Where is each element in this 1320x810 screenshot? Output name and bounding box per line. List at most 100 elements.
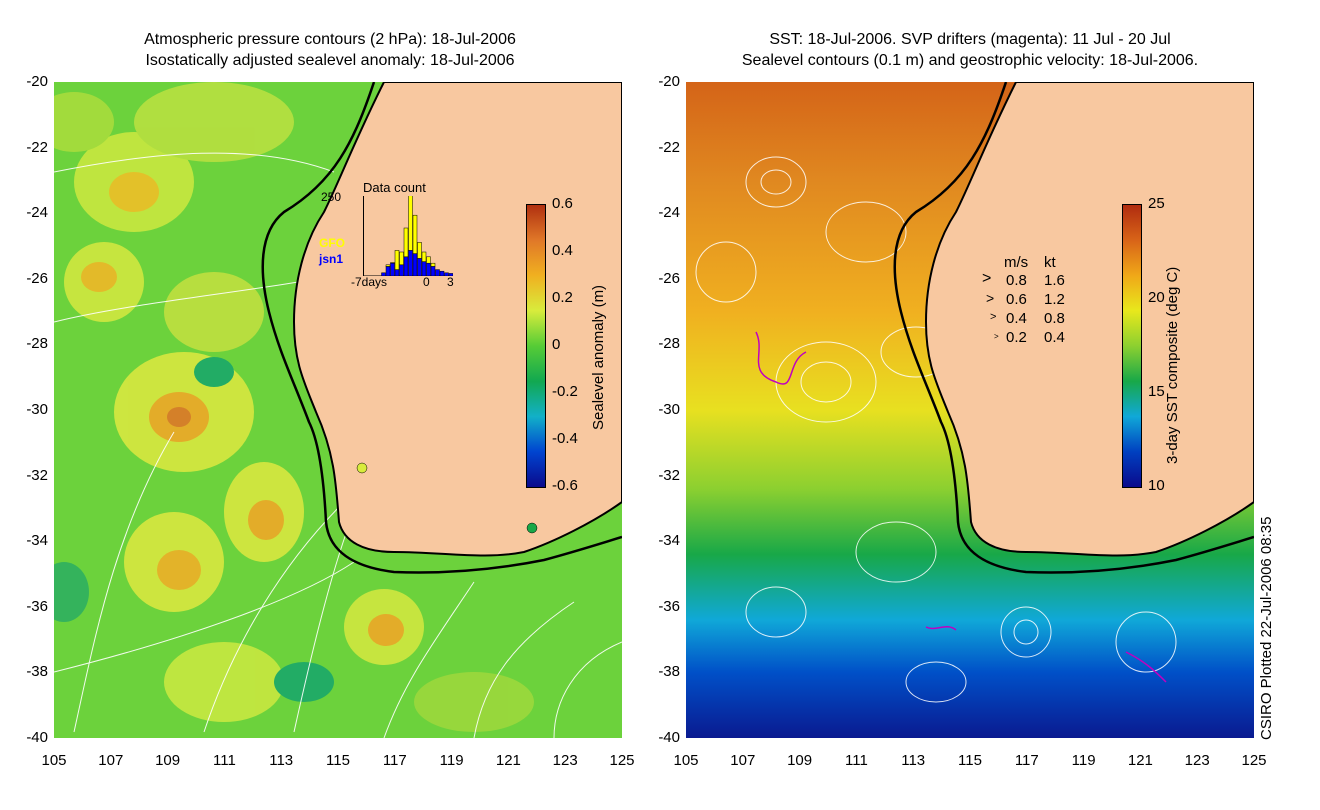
y-tick-label: -24 — [658, 204, 680, 222]
y-tick-label: -24 — [26, 204, 48, 222]
y-tick-label: -38 — [26, 663, 48, 681]
inset-bar-gfo — [403, 227, 409, 258]
inset-bar-jsn1 — [390, 262, 395, 276]
y-tick-label: -40 — [658, 729, 680, 746]
y-tick-label: -22 — [26, 138, 48, 156]
inset-legend-gfo: GFO — [319, 236, 345, 250]
inset-bar-jsn1 — [408, 250, 413, 276]
inset-xlabel-end: 3 — [447, 275, 454, 289]
x-tick-label: 123 — [1184, 752, 1210, 769]
x-tick-label: 125 — [1241, 752, 1267, 769]
y-tick-label: -34 — [26, 532, 48, 550]
colorbar-tick-label: 0.4 — [552, 242, 573, 259]
y-tick-label: -28 — [26, 335, 48, 353]
sst-colorbar — [1122, 204, 1142, 488]
sealevel-colorbar-title: Sealevel anomaly (m) — [590, 284, 607, 430]
velocity-legend-kt: 1.2 — [1044, 291, 1065, 308]
data-count-inset: Data count 250 GFO jsn1 -7days 0 3 — [309, 180, 459, 290]
left-title-line1: Atmospheric pressure contours (2 hPa): 1… — [144, 31, 516, 48]
inset-bar-jsn1 — [417, 258, 422, 276]
x-tick-label: 121 — [1127, 752, 1153, 769]
sealevel-contours — [695, 156, 1177, 703]
inset-title: Data count — [363, 180, 426, 195]
y-tick-label: -40 — [26, 729, 48, 746]
x-tick-label: 109 — [155, 752, 181, 769]
y-tick-label: -32 — [26, 466, 48, 484]
velocity-legend-header-ms: m/s — [1004, 254, 1029, 271]
x-tick-label: 117 — [382, 752, 407, 769]
x-tick-label: 115 — [958, 752, 982, 769]
plot-credit: CSIRO Plotted 22-Jul-2006 08:35 — [1258, 516, 1275, 740]
velocity-legend-ms: 0.6 — [1006, 291, 1027, 308]
inset-bar-gfo — [385, 264, 391, 267]
left-map-panel: Data count 250 GFO jsn1 -7days 0 3 0.6 0.… — [54, 82, 622, 738]
x-tick-label: 105 — [673, 752, 699, 769]
velocity-legend-ms: 0.8 — [1006, 272, 1027, 289]
sst-colorbar-title: 3-day SST composite (deg C) — [1164, 266, 1181, 464]
inset-bar-gfo — [394, 250, 400, 270]
y-tick-label: -30 — [658, 401, 680, 418]
colorbar-tick-label: 25 — [1148, 195, 1165, 212]
shelf-contour — [261, 82, 622, 574]
y-tick-label: -30 — [26, 401, 48, 418]
x-tick-label: 107 — [730, 752, 756, 769]
inset-bar-gfo — [408, 196, 413, 251]
inset-bar-gfo — [421, 251, 427, 262]
colorbar-tick-label: 0.2 — [552, 289, 573, 306]
x-tick-label: 113 — [901, 752, 926, 769]
left-title-line2: Isostatically adjusted sealevel anomaly:… — [145, 52, 515, 69]
inset-bar-gfo — [426, 256, 431, 264]
y-tick-label: -36 — [26, 597, 48, 615]
inset-xlabel-start: -7days — [351, 275, 388, 289]
inset-bar-gfo — [390, 262, 395, 264]
y-tick-label: -36 — [658, 597, 680, 615]
colorbar-tick-label: -0.4 — [552, 430, 578, 447]
velocity-arrow-icon: > — [982, 270, 992, 287]
inset-bar-jsn1 — [430, 266, 436, 276]
x-tick-label: 119 — [1071, 752, 1096, 769]
inset-histogram — [363, 196, 453, 276]
inset-bar-jsn1 — [394, 269, 400, 276]
sst-map — [686, 82, 1254, 738]
colorbar-tick-label: 15 — [1148, 383, 1165, 400]
velocity-arrow-icon: > — [986, 290, 995, 306]
colorbar-tick-label: 20 — [1148, 289, 1165, 306]
inset-bar-jsn1 — [435, 269, 440, 276]
colorbar-tick-label: 0 — [552, 336, 561, 353]
station-marker — [526, 522, 538, 534]
station-marker — [356, 462, 368, 474]
inset-legend-jsn1: jsn1 — [319, 252, 344, 266]
inset-bar-jsn1 — [399, 264, 404, 276]
inset-bar-jsn1 — [403, 256, 409, 276]
y-tick-label: -20 — [658, 73, 680, 90]
inset-bar-gfo — [417, 242, 422, 259]
inset-bar-gfo — [399, 251, 404, 266]
shelf-contour — [893, 82, 1254, 574]
inset-ymax-label: 250 — [321, 190, 342, 204]
x-tick-label: 105 — [41, 752, 67, 769]
right-title-line2: Sealevel contours (0.1 m) and geostrophi… — [741, 52, 1199, 69]
velocity-arrow-icon: > — [990, 311, 997, 323]
velocity-legend-header-kt: kt — [1044, 254, 1056, 271]
velocity-legend-kt: 0.4 — [1044, 329, 1065, 346]
inset-bar-jsn1 — [421, 261, 427, 276]
x-tick-label: 109 — [787, 752, 813, 769]
velocity-legend-kt: 1.6 — [1044, 272, 1065, 289]
y-tick-label: -28 — [658, 335, 680, 353]
y-tick-label: -26 — [658, 269, 680, 287]
x-tick-label: 107 — [98, 752, 124, 769]
pressure-contours — [54, 152, 622, 738]
inset-bar-jsn1 — [381, 272, 386, 276]
x-tick-label: 111 — [844, 752, 868, 769]
inset-axis — [363, 196, 453, 276]
colorbar-tick-label: -0.6 — [552, 477, 578, 494]
x-tick-label: 121 — [495, 752, 521, 769]
velocity-arrow-icon: > — [994, 332, 999, 341]
colorbar-tick-label: -0.2 — [552, 383, 578, 400]
y-tick-label: -22 — [658, 138, 680, 156]
sealevel-colorbar — [526, 204, 546, 488]
y-tick-label: -20 — [26, 73, 48, 90]
y-tick-label: -26 — [26, 269, 48, 287]
australia-landmass — [924, 82, 1254, 557]
x-tick-label: 115 — [326, 752, 350, 769]
